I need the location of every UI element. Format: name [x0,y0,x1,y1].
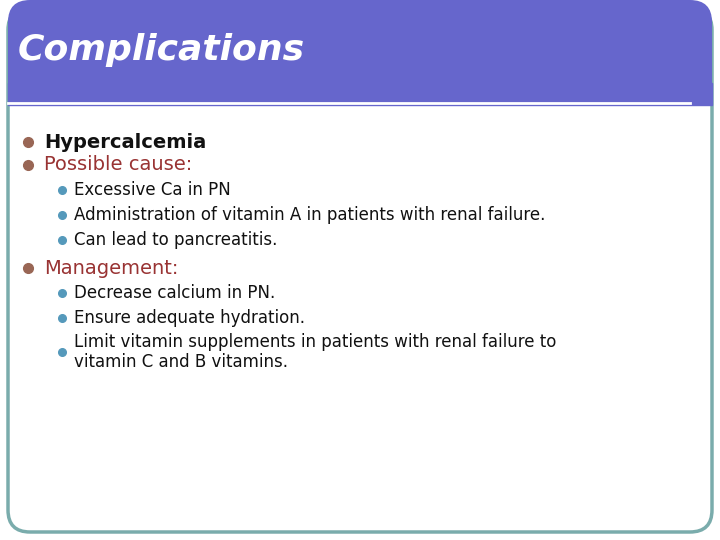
Text: Excessive Ca in PN: Excessive Ca in PN [74,181,230,199]
Text: Decrease calcium in PN.: Decrease calcium in PN. [74,284,275,302]
Text: Possible cause:: Possible cause: [44,156,192,174]
Bar [8,83,712,105]
Text: Ensure adequate hydration.: Ensure adequate hydration. [74,309,305,327]
Text: Can lead to pancreatitis.: Can lead to pancreatitis. [74,231,277,249]
Text: Administration of vitamin A in patients with renal failure.: Administration of vitamin A in patients … [74,206,545,224]
Text: Limit vitamin supplements in patients with renal failure to
vitamin C and B vita: Limit vitamin supplements in patients wi… [74,333,557,372]
Text: Management:: Management: [44,259,179,278]
FancyBboxPatch shape [8,0,712,105]
Text: Complications: Complications [18,33,305,68]
Text: Hypercalcemia: Hypercalcemia [44,132,206,152]
FancyBboxPatch shape [8,8,712,532]
